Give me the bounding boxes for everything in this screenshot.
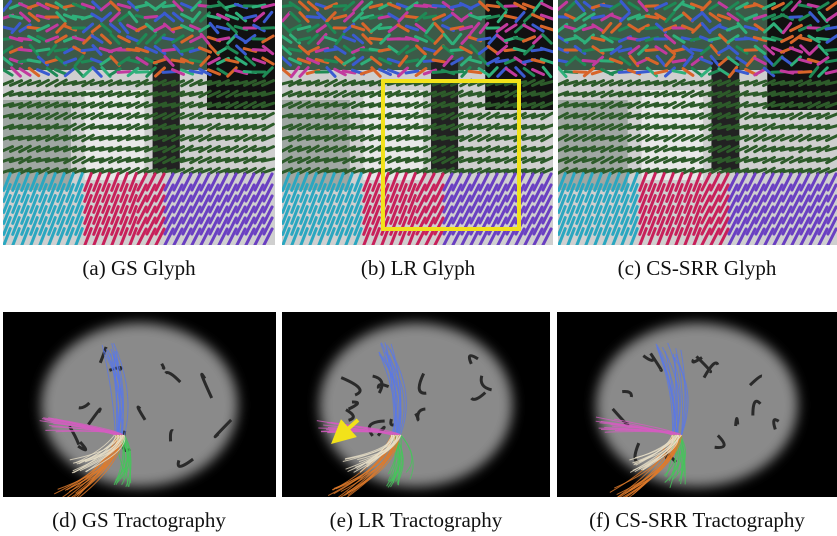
glyph xyxy=(826,49,837,50)
glyph xyxy=(808,28,820,29)
figure: (a) GS Glyph (b) LR Glyph (c) CS-SRR Gly… xyxy=(0,0,837,536)
glyph xyxy=(370,38,382,39)
glyph xyxy=(307,16,319,17)
glyph xyxy=(406,71,418,73)
glyph xyxy=(487,5,499,6)
glyph xyxy=(691,49,703,51)
glyph xyxy=(28,27,40,28)
glyph xyxy=(646,27,658,28)
caption: (a) GS Glyph xyxy=(82,256,196,280)
tractography-image xyxy=(557,312,837,502)
glyph xyxy=(163,72,175,73)
caption: (f) CS-SRR Tractography xyxy=(589,508,805,532)
glyph xyxy=(118,72,130,73)
caption: (d) GS Tractography xyxy=(52,508,226,532)
glyph xyxy=(28,60,40,62)
glyph xyxy=(190,60,202,62)
glyph xyxy=(646,16,658,18)
glyph xyxy=(163,5,175,7)
glyph xyxy=(379,27,391,28)
glyph xyxy=(826,27,837,29)
glyph xyxy=(574,72,586,73)
glyph-image xyxy=(280,0,553,245)
glyph-image xyxy=(556,0,837,245)
glyph xyxy=(451,49,463,50)
caption: (c) CS-SRR Glyph xyxy=(618,256,777,280)
glyph xyxy=(826,60,837,62)
glyph xyxy=(334,6,346,7)
glyph xyxy=(37,49,49,51)
glyph-image xyxy=(1,0,275,245)
glyph xyxy=(325,60,337,62)
glyph xyxy=(406,60,418,62)
glyph xyxy=(646,49,658,50)
tractography-image xyxy=(282,312,550,502)
glyph xyxy=(253,50,265,51)
glyph xyxy=(817,38,829,39)
figure-canvas: (a) GS Glyph (b) LR Glyph (c) CS-SRR Gly… xyxy=(0,0,837,536)
glyph xyxy=(601,5,613,7)
panels xyxy=(1,0,837,502)
glyph xyxy=(19,49,31,50)
glyph xyxy=(406,16,418,18)
glyph xyxy=(208,5,220,7)
glyph xyxy=(583,61,595,62)
glyph xyxy=(637,71,649,72)
glyph xyxy=(82,49,94,50)
glyph xyxy=(469,71,481,72)
glyph xyxy=(673,60,685,62)
glyph xyxy=(556,17,568,18)
brain xyxy=(320,323,513,487)
glyph xyxy=(55,49,67,51)
brain xyxy=(596,323,798,487)
glyph xyxy=(325,49,337,51)
glyph xyxy=(799,72,811,73)
caption: (e) LR Tractography xyxy=(330,508,503,532)
glyph xyxy=(451,72,463,73)
glyph xyxy=(433,60,445,62)
glyph xyxy=(583,49,595,51)
brain xyxy=(41,323,238,487)
glyph xyxy=(163,49,175,50)
tractography-image xyxy=(3,312,276,502)
glyph xyxy=(601,49,613,50)
glyph xyxy=(19,38,31,39)
glyph xyxy=(433,5,445,6)
caption: (b) LR Glyph xyxy=(361,256,476,280)
glyph xyxy=(478,38,490,40)
glyph xyxy=(145,17,157,18)
glyph xyxy=(280,5,292,6)
